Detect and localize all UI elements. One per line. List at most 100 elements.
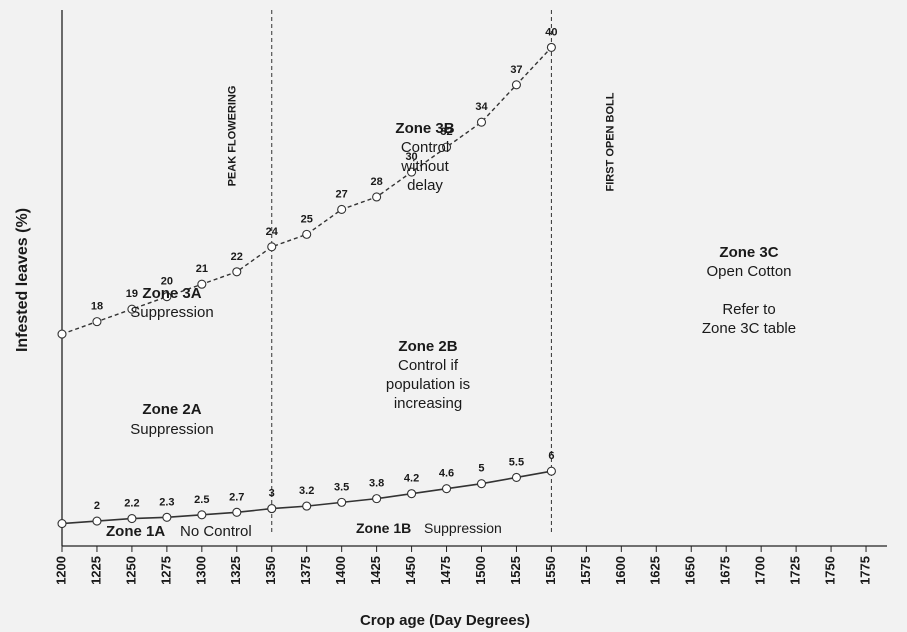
data-label: 19 <box>126 288 138 300</box>
x-tick-label: 1200 <box>53 556 68 585</box>
data-point <box>511 472 521 482</box>
zone-3c-text: Zone 3C table <box>702 320 796 337</box>
data-point <box>162 512 172 522</box>
data-label: 30 <box>405 151 417 163</box>
data-point <box>232 267 242 277</box>
data-point <box>267 242 277 252</box>
data-label: 18 <box>91 301 103 313</box>
data-point <box>57 329 67 339</box>
data-label: 28 <box>370 176 382 188</box>
data-point <box>302 501 312 511</box>
zone-2b-text: Control if <box>398 357 459 374</box>
data-point <box>441 142 452 152</box>
data-label: 2.3 <box>159 496 174 508</box>
data-point <box>441 484 452 494</box>
data-label: 5.5 <box>509 456 524 468</box>
x-tick-label: 1725 <box>788 556 803 585</box>
x-tick-label: 1425 <box>368 556 383 585</box>
x-tick-label: 1225 <box>88 556 103 585</box>
vertical-markers: PEAK FLOWERING FIRST OPEN BOLL <box>227 10 616 532</box>
axes: 1200 1225 1250 1275 1300 1325 1350 1375 1400 1425… <box>53 10 887 585</box>
zone-2b-text: population is <box>386 376 470 393</box>
data-point <box>267 504 277 514</box>
data-label: 2.2 <box>124 498 139 510</box>
series-line <box>61 46 552 335</box>
data-point <box>92 317 102 327</box>
x-tick-label: 1675 <box>718 556 733 585</box>
data-label: 3 <box>269 488 275 500</box>
zone-3b-text: delay <box>407 177 443 194</box>
zone-1a-title: Zone 1A <box>106 523 165 540</box>
zone-1b-text: Suppression <box>424 520 502 536</box>
zone-1b-title: Zone 1B <box>356 520 411 536</box>
x-tick-label: 1400 <box>333 556 348 585</box>
data-label: 2.7 <box>229 491 244 503</box>
zone-2a-title: Zone 2A <box>142 401 201 418</box>
zone-3b-title: Zone 3B <box>395 120 454 137</box>
data-point <box>337 497 347 507</box>
zone-2a-text: Suppression <box>130 421 213 438</box>
data-point <box>476 479 487 489</box>
vertical-marker-label: PEAK FLOWERING <box>227 86 239 187</box>
data-label: 6 <box>548 450 554 462</box>
zone-labels: Zone 3B Control without delay Zone 3A Suppres… <box>106 120 796 540</box>
x-tick-label: 1700 <box>753 556 768 585</box>
x-axis-title: Crop age (Day Degrees) <box>360 612 530 629</box>
zone-3c-text: Refer to <box>722 301 775 318</box>
zone-3c-title: Zone 3C <box>719 244 778 261</box>
data-point <box>337 204 347 214</box>
x-tick-label: 1375 <box>298 556 313 585</box>
data-label: 20 <box>161 276 173 288</box>
data-point <box>407 167 417 177</box>
zone-3a-text: Suppression <box>130 304 213 321</box>
data-label: 32 <box>440 126 452 138</box>
x-tick-label: 1600 <box>613 556 628 585</box>
vertical-marker-label: FIRST OPEN BOLL <box>604 92 616 191</box>
data-label: 3.5 <box>334 481 349 493</box>
zone-3a-title: Zone 3A <box>142 285 201 302</box>
data-label: 37 <box>510 64 522 76</box>
x-tick-label: 1300 <box>193 556 208 585</box>
data-label: 3.2 <box>299 485 314 497</box>
zone-2b-title: Zone 2B <box>398 338 457 355</box>
x-tick-label: 1275 <box>158 556 173 585</box>
x-tick-label: 1350 <box>263 556 278 585</box>
data-point <box>92 516 102 526</box>
zone-3c-text: Open Cotton <box>706 263 791 280</box>
x-tick-label: 1550 <box>543 556 558 585</box>
data-label: 40 <box>545 26 557 38</box>
data-label: 4.6 <box>439 468 454 480</box>
data-point <box>127 514 137 524</box>
x-tick-label: 1575 <box>578 556 593 585</box>
y-axis-title: Infested leaves (%) <box>14 208 31 352</box>
data-label: 5 <box>478 463 484 475</box>
data-point <box>302 229 312 239</box>
data-point <box>546 42 556 52</box>
data-point <box>197 510 207 520</box>
x-tick-label: 1450 <box>403 556 418 585</box>
x-tick-label: 1325 <box>228 556 243 585</box>
x-tick-label: 1475 <box>438 556 453 585</box>
zone-3b-text: Control <box>401 139 449 156</box>
data-point <box>57 519 67 529</box>
zone-3b-text: without <box>400 158 449 175</box>
data-point <box>232 507 242 517</box>
data-point <box>127 304 137 314</box>
series-group: 18 19 20 21 22 24 25 27 28 30 32 34 37 40 2 2.2 2.3 2.5 2.… <box>57 26 558 529</box>
x-tick-label: 1650 <box>683 556 698 585</box>
data-point <box>546 466 556 476</box>
data-label: 4.2 <box>404 473 419 485</box>
data-label: 22 <box>231 251 243 263</box>
data-label: 3.8 <box>369 478 384 490</box>
x-tick-label: 1500 <box>473 556 488 585</box>
x-tick-label: 1250 <box>123 556 138 585</box>
data-point <box>162 292 172 302</box>
x-tick-label: 1750 <box>823 556 838 585</box>
data-label: 21 <box>196 263 208 275</box>
x-tick-label: 1775 <box>857 556 872 585</box>
data-point <box>372 192 382 202</box>
data-label: 24 <box>266 226 279 238</box>
zone-1a-text: No Control <box>180 523 252 540</box>
data-label: 2.5 <box>194 494 209 506</box>
